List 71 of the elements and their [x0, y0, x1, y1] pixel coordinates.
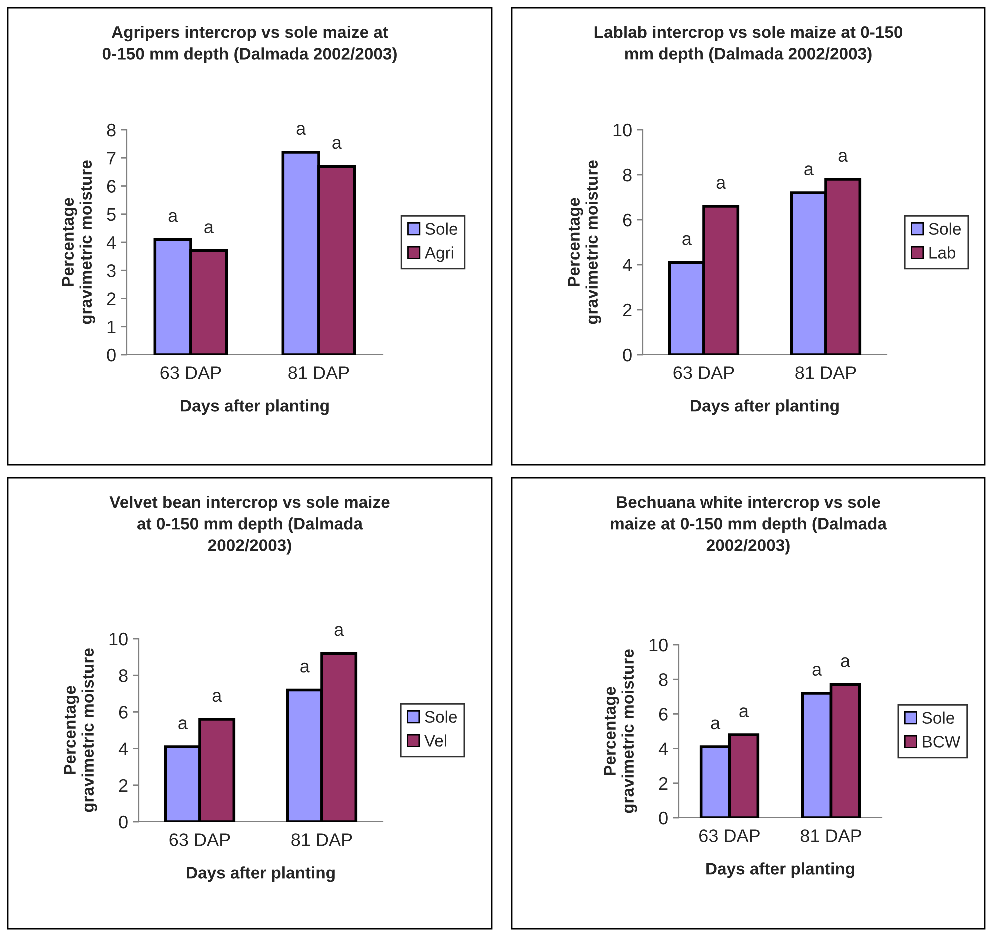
- y-tick-label: 1: [108, 320, 116, 334]
- y-tick-label: 6: [119, 706, 128, 719]
- data-label: a: [204, 224, 214, 234]
- data-label: a: [332, 139, 342, 150]
- legend-label: Sole: [425, 710, 458, 724]
- y-tick-label: 2: [659, 777, 668, 790]
- y-tick-label: 0: [119, 816, 128, 829]
- x-axis-title: Days after planting: [691, 400, 839, 416]
- legend-label: Sole: [929, 222, 962, 236]
- x-axis-title: Days after planting: [706, 862, 854, 878]
- y-tick-label: 6: [623, 214, 632, 227]
- data-label: a: [168, 212, 178, 222]
- data-label: a: [841, 657, 850, 668]
- x-tick-label: 81 DAP: [796, 366, 856, 380]
- y-tick-label: 4: [658, 742, 668, 756]
- y-axis-title: Percentage gravimetric moisture: [62, 160, 96, 324]
- x-axis-title: Days after planting: [187, 866, 335, 882]
- y-tick-label: 4: [106, 236, 116, 250]
- y-axis-title: Percentage gravimetric moisture: [64, 648, 98, 812]
- y-tick-label: 6: [107, 180, 116, 193]
- y-tick-label: 8: [659, 674, 668, 686]
- data-label: a: [682, 235, 692, 246]
- legend-label: Sole: [922, 712, 954, 724]
- data-label: a: [334, 626, 344, 636]
- x-tick-label: 81 DAP: [800, 830, 862, 842]
- y-tick-label: 3: [107, 264, 116, 278]
- chart-title: Velvet bean intercrop vs sole maize at 0-150 mm depth (Dalmada 2002/2003): [110, 496, 390, 555]
- y-tick-label: 0: [623, 348, 632, 362]
- x-tick-label: 81 DAP: [292, 834, 352, 846]
- y-tick-label: 10: [614, 124, 632, 137]
- legend-label: Lab: [930, 246, 956, 259]
- y-tick-label: 2: [623, 304, 632, 317]
- y-tick-label: 8: [107, 124, 116, 137]
- data-label: a: [212, 692, 222, 702]
- data-label: a: [178, 720, 188, 730]
- data-label: a: [804, 166, 814, 176]
- x-tick-label: 63 DAP: [700, 830, 760, 842]
- y-tick-label: 8: [119, 670, 128, 682]
- y-tick-label: 6: [659, 708, 668, 721]
- y-tick-label: 10: [650, 638, 668, 652]
- chart-title: Agripers intercrop vs sole maize at 0-150 mm depth (Dalmada 2002/2003): [102, 26, 397, 64]
- y-tick-label: 4: [118, 742, 128, 756]
- x-tick-label: 63 DAP: [170, 834, 230, 846]
- chart-title: Lablab intercrop vs sole maize at 0-150 mm depth (Dalmada 2002/2003): [594, 26, 903, 64]
- data-label: a: [716, 179, 726, 190]
- y-tick-label: 0: [107, 348, 116, 362]
- data-label: a: [812, 666, 822, 676]
- legend-label: Vel: [424, 734, 446, 747]
- y-tick-label: 5: [107, 208, 116, 222]
- y-tick-label: 2: [107, 292, 116, 306]
- y-tick-label: 2: [119, 779, 128, 792]
- y-tick-label: 0: [659, 812, 668, 825]
- y-axis-title: Percentage gravimetric moisture: [604, 650, 638, 814]
- data-label: a: [838, 152, 848, 162]
- y-tick-label: 4: [622, 259, 632, 272]
- x-tick-label: 81 DAP: [288, 366, 350, 380]
- legend-label: Sole: [426, 222, 458, 236]
- data-label: a: [296, 125, 306, 136]
- x-axis-title: Days after planting: [181, 400, 329, 416]
- x-tick-label: 63 DAP: [674, 366, 734, 380]
- y-tick-label: 8: [623, 168, 632, 182]
- y-axis-title: Percentage gravimetric moisture: [568, 160, 602, 324]
- data-label: a: [740, 708, 749, 718]
- legend-label: Agri: [424, 246, 454, 262]
- legend-label: BCW: [923, 736, 961, 748]
- data-label: a: [300, 662, 310, 673]
- y-tick-label: 7: [107, 152, 116, 165]
- y-tick-label: 10: [110, 632, 128, 646]
- data-label: a: [711, 720, 721, 730]
- x-tick-label: 63 DAP: [160, 366, 222, 380]
- chart-title: Bechuana white intercrop vs sole maize at 0-150 mm depth (Dalmada 2002/2003): [611, 496, 888, 555]
